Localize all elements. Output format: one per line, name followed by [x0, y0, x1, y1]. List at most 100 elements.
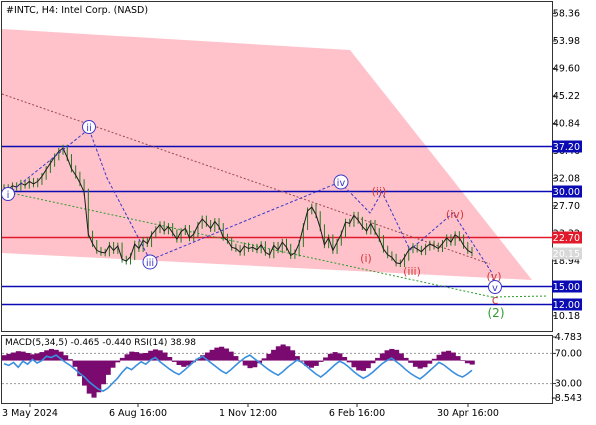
indicator-tick-label: 4.783 — [555, 332, 582, 343]
macd-bar — [72, 360, 78, 367]
macd-bar — [77, 360, 83, 377]
macd-bar — [39, 352, 45, 361]
wave-labels: i ii iii iv v (i) (ii) (iii) (iv) (v) — [1, 120, 505, 320]
macd-bar — [148, 350, 154, 361]
macd-bar — [11, 352, 17, 361]
macd-bar — [436, 354, 442, 361]
macd-bar — [294, 356, 300, 361]
level-badge — [552, 280, 582, 293]
level-badge — [552, 231, 582, 244]
macd-bar — [91, 360, 97, 398]
level-badge — [552, 185, 582, 198]
macd-bar — [82, 360, 88, 386]
price-tick-label: 53.98 — [553, 36, 580, 47]
rsi-line — [3, 354, 473, 392]
price-tick-label: 45.22 — [553, 91, 580, 102]
macd-bar — [427, 360, 433, 364]
macd-bar — [48, 348, 55, 361]
current-price-badge — [552, 247, 582, 260]
indicator-tick-label: 70.00 — [555, 348, 582, 359]
macd-bar — [100, 360, 107, 385]
wave-label-paren-iii[interactable]: (iii) — [403, 265, 421, 278]
macd-bar — [266, 353, 272, 361]
macd-bar — [408, 360, 414, 363]
indicator-tick-label: -8.543 — [551, 393, 582, 404]
price-levels[interactable]: 37.20 30.00 22.70 15.00 12.00 20.15 — [2, 140, 582, 312]
macd-bar — [389, 348, 395, 361]
level-label: 37.20 — [553, 142, 580, 153]
svg-text:v: v — [492, 283, 498, 294]
wave-label-i[interactable]: i — [1, 187, 15, 202]
macd-bar — [403, 357, 409, 361]
macd-bar — [360, 360, 367, 371]
macd-bar — [223, 348, 229, 361]
macd-bar — [460, 360, 466, 361]
macd-bar — [34, 353, 40, 361]
macd-bar — [129, 351, 135, 361]
current-price-label: 20.15 — [553, 249, 580, 260]
macd-bar — [365, 360, 371, 369]
time-tick-label: 6 Aug 16:00 — [109, 408, 167, 419]
price-tick-label: 10.18 — [553, 311, 580, 322]
macd-bar — [1, 355, 7, 361]
level-badge — [552, 140, 582, 153]
macd-bar — [469, 360, 475, 365]
macd-bar — [308, 360, 315, 368]
price-panel-frame — [1, 1, 553, 332]
price-tick-label: 58.36 — [553, 9, 580, 20]
macd-bar — [134, 352, 140, 361]
macd-bar — [105, 360, 111, 375]
macd-bar — [252, 360, 258, 368]
macd-bar — [228, 351, 234, 361]
level-label: 30.00 — [553, 187, 580, 198]
time-tick-label: 1 Nov 12:00 — [219, 408, 277, 419]
macd-bar — [195, 358, 201, 361]
wave-label-paren-iv[interactable]: (iv) — [446, 208, 464, 221]
svg-text:iv: iv — [337, 178, 346, 189]
time-tick-label: 30 Apr 16:00 — [437, 408, 499, 419]
macd-bar — [58, 351, 64, 361]
macd-bar — [96, 360, 102, 393]
macd-bar — [431, 358, 437, 361]
wave-label-iii[interactable]: iii — [142, 254, 158, 270]
bearish-zone — [2, 29, 532, 280]
macd-bar — [304, 360, 310, 366]
price-tick-label: 27.70 — [553, 201, 580, 212]
svg-text:iii: iii — [146, 258, 154, 269]
macd-bar — [67, 359, 73, 361]
macd-bar — [167, 356, 173, 361]
level-label: 22.70 — [553, 233, 580, 244]
macd-bar — [384, 350, 390, 361]
macd-bar — [214, 347, 220, 361]
macd-bar — [327, 353, 333, 361]
macd-bar — [332, 352, 338, 361]
macd-bar — [110, 360, 116, 368]
macd-bar — [261, 358, 267, 361]
macd-bar — [119, 357, 125, 361]
wave-label-iv[interactable]: iv — [333, 174, 349, 190]
macd-bar — [441, 351, 447, 361]
macd-bar — [299, 360, 305, 362]
macd-bar — [204, 352, 211, 361]
chart-title: #INTC, H4: Intel Corp. (NASD) — [6, 5, 148, 16]
wave-label-paren-i[interactable]: (i) — [360, 252, 372, 265]
macd-bar — [370, 360, 376, 364]
macd-bar — [176, 360, 182, 366]
wave-label-paren-ii[interactable]: (ii) — [372, 185, 387, 198]
wave-label-c[interactable]: c — [492, 293, 499, 307]
wave-label-ii[interactable]: ii — [82, 120, 96, 135]
macd-bar — [412, 360, 419, 367]
level-label: 12.00 — [553, 300, 580, 311]
macd-bar — [313, 360, 319, 366]
wave-label-v[interactable]: v — [488, 280, 502, 295]
macd-bar — [271, 349, 277, 361]
wave-label-paren-v[interactable]: (v) — [486, 270, 501, 283]
macd-bar — [342, 356, 348, 361]
wave-label-2[interactable]: (2) — [488, 306, 505, 320]
macd-bar — [44, 350, 50, 361]
macd-bar — [280, 344, 286, 361]
macd-bar — [394, 349, 400, 361]
macd-bar — [422, 360, 428, 368]
macd-bar — [318, 360, 324, 362]
